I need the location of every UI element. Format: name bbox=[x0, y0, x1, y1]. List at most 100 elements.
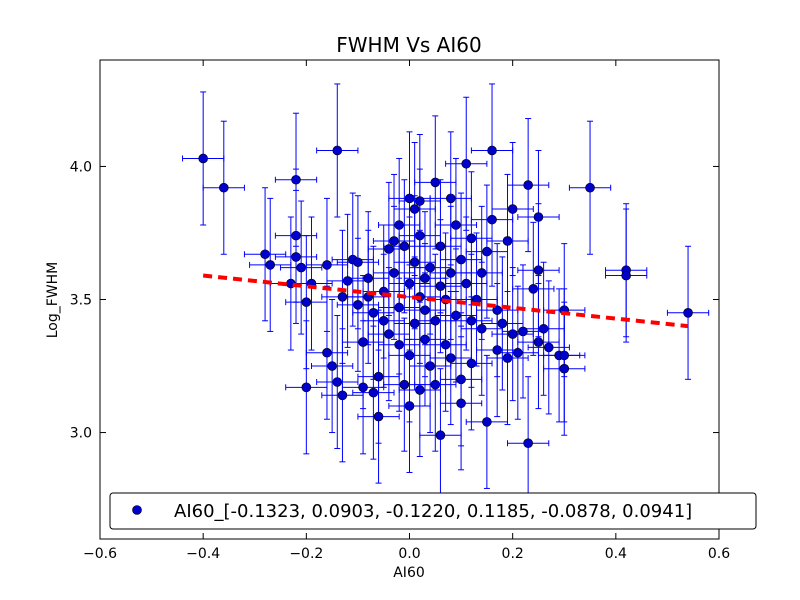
data-point bbox=[409, 204, 420, 214]
data-point bbox=[415, 385, 425, 395]
data-point bbox=[296, 262, 306, 273]
data-point bbox=[301, 382, 312, 393]
data-point bbox=[363, 273, 374, 284]
data-point bbox=[404, 278, 415, 289]
legend: AI60_[-0.1323, 0.0903, -0.1220, 0.1185, … bbox=[109, 492, 757, 530]
data-point bbox=[523, 438, 533, 449]
data-point bbox=[482, 417, 492, 427]
data-point bbox=[507, 329, 518, 339]
data-point bbox=[358, 382, 368, 393]
data-point bbox=[430, 177, 441, 188]
data-point bbox=[497, 318, 508, 329]
data-point bbox=[384, 244, 394, 254]
data-point bbox=[420, 273, 430, 284]
data-point bbox=[502, 353, 513, 363]
data-point bbox=[492, 345, 502, 355]
data-point bbox=[389, 236, 399, 246]
x-tick-label: 0.0 bbox=[398, 546, 420, 562]
data-point bbox=[476, 323, 487, 334]
legend-label: AI60_[-0.1323, 0.0903, -0.1220, 0.1185, … bbox=[174, 501, 692, 522]
x-tick-label: −0.6 bbox=[83, 546, 117, 562]
ticks-layer bbox=[99, 60, 720, 539]
data-point bbox=[420, 305, 430, 315]
data-point bbox=[456, 374, 466, 385]
data-point bbox=[332, 377, 343, 387]
x-tick-label: 0.4 bbox=[605, 546, 627, 562]
data-point bbox=[451, 220, 461, 230]
data-point bbox=[482, 246, 492, 257]
data-point bbox=[399, 241, 410, 252]
data-point bbox=[353, 300, 363, 310]
data-point bbox=[440, 339, 451, 350]
x-axis-label: AI60 bbox=[393, 565, 425, 581]
y-axis-label: Log_FWHM bbox=[45, 262, 61, 339]
data-point bbox=[476, 268, 487, 278]
data-point bbox=[342, 276, 353, 286]
data-point bbox=[466, 233, 477, 244]
data-point bbox=[301, 297, 312, 307]
x-tick-label: 0.2 bbox=[502, 546, 524, 562]
regression-fit-line bbox=[202, 273, 689, 329]
x-tick-label: 0.6 bbox=[708, 546, 730, 562]
tick-labels-layer: −0.6 −0.4 −0.2 0.0 0.2 0.4 0.6 3.0 3.5 4.0 bbox=[70, 159, 730, 562]
data-point bbox=[621, 270, 631, 281]
data-point bbox=[404, 350, 415, 361]
data-point bbox=[430, 379, 441, 390]
data-point bbox=[518, 326, 528, 337]
data-point bbox=[394, 220, 404, 230]
data-point bbox=[291, 252, 301, 262]
data-point bbox=[327, 361, 337, 371]
data-point bbox=[358, 337, 368, 347]
data-point bbox=[559, 350, 570, 361]
data-point bbox=[420, 334, 430, 345]
data-point bbox=[456, 398, 466, 409]
data-point bbox=[219, 182, 229, 193]
data-point bbox=[337, 390, 348, 401]
data-point bbox=[425, 262, 435, 273]
data-point bbox=[389, 268, 399, 278]
data-point bbox=[291, 230, 301, 241]
data-point bbox=[445, 353, 456, 363]
data-point bbox=[368, 308, 379, 318]
data-point bbox=[533, 212, 544, 222]
data-point bbox=[435, 281, 446, 291]
data-point bbox=[394, 339, 404, 350]
y-tick-label: 3.0 bbox=[70, 426, 92, 442]
data-point bbox=[533, 337, 544, 347]
data-point bbox=[533, 265, 544, 276]
data-point bbox=[368, 387, 379, 398]
data-point bbox=[378, 315, 389, 326]
y-tick-label: 4.0 bbox=[70, 159, 92, 175]
data-point bbox=[435, 430, 446, 441]
data-point bbox=[430, 315, 441, 326]
data-point bbox=[332, 145, 343, 156]
data-point bbox=[456, 254, 466, 265]
legend-box bbox=[109, 492, 757, 530]
data-point bbox=[502, 236, 513, 246]
data-point bbox=[425, 361, 435, 371]
data-point bbox=[461, 278, 472, 289]
data-point bbox=[322, 260, 332, 270]
data-point bbox=[265, 260, 276, 270]
data-point bbox=[404, 401, 415, 411]
data-point bbox=[373, 411, 384, 422]
data-point bbox=[291, 174, 301, 185]
data-point bbox=[528, 284, 539, 294]
data-point bbox=[543, 342, 554, 353]
data-point bbox=[445, 193, 456, 204]
data-point bbox=[451, 310, 461, 321]
data-point bbox=[445, 268, 456, 278]
data-point bbox=[538, 323, 549, 334]
data-point bbox=[394, 302, 404, 313]
data-point bbox=[487, 214, 497, 225]
data-point bbox=[435, 241, 446, 252]
data-point bbox=[683, 308, 693, 318]
data-point bbox=[409, 318, 420, 329]
data-point bbox=[353, 257, 363, 268]
chart-title: FWHM Vs AI60 bbox=[336, 33, 481, 57]
data-point bbox=[466, 358, 477, 369]
data-point bbox=[507, 204, 518, 214]
legend-marker bbox=[132, 505, 142, 515]
data-point bbox=[337, 292, 348, 302]
